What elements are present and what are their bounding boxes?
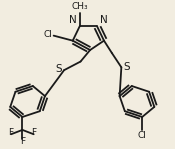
- Text: F: F: [20, 137, 25, 146]
- Text: N: N: [69, 15, 77, 25]
- Text: Cl: Cl: [138, 131, 147, 140]
- Text: CH₃: CH₃: [71, 2, 88, 11]
- Text: S: S: [123, 62, 130, 72]
- Text: F: F: [9, 128, 14, 138]
- Text: S: S: [56, 65, 62, 74]
- Text: Cl: Cl: [43, 30, 52, 39]
- Text: F: F: [31, 128, 36, 138]
- Text: N: N: [100, 15, 107, 25]
